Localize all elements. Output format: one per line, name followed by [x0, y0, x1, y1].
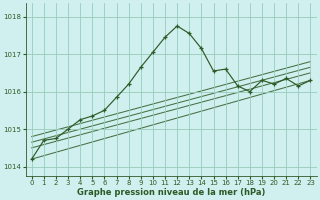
X-axis label: Graphe pression niveau de la mer (hPa): Graphe pression niveau de la mer (hPa): [77, 188, 265, 197]
